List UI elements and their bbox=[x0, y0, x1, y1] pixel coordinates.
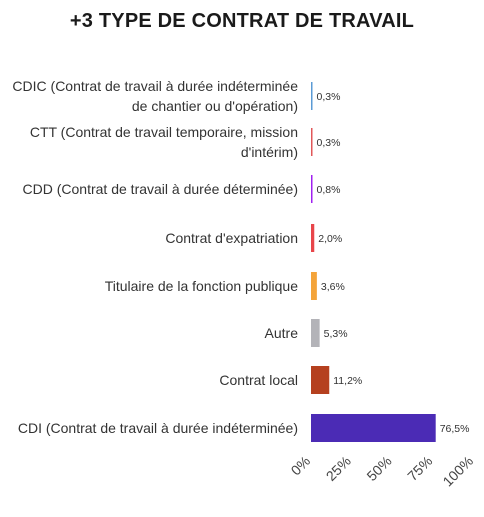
bars-layer bbox=[311, 82, 436, 442]
x-axis: 0% 25% 50% 75% 100% bbox=[287, 453, 476, 490]
category-label: d'intérim) bbox=[241, 144, 298, 160]
category-label: Contrat local bbox=[219, 372, 298, 388]
value-label: 2,0% bbox=[318, 233, 342, 245]
value-label: 3,6% bbox=[321, 281, 345, 293]
bar bbox=[311, 224, 315, 252]
value-label: 0,3% bbox=[317, 137, 341, 149]
category-label: CTT (Contrat de travail temporaire, miss… bbox=[30, 124, 298, 140]
bar bbox=[311, 82, 313, 110]
x-tick-label: 100% bbox=[439, 453, 476, 490]
category-label: Titulaire de la fonction publique bbox=[105, 278, 298, 294]
value-label: 0,8% bbox=[317, 184, 341, 196]
value-label: 11,2% bbox=[333, 375, 362, 387]
value-label: 0,3% bbox=[317, 91, 341, 103]
value-label: 76,5% bbox=[440, 423, 470, 435]
bar bbox=[311, 272, 317, 300]
x-tick-label: 25% bbox=[323, 453, 354, 484]
category-label: CDI (Contrat de travail à durée indéterm… bbox=[18, 420, 298, 436]
x-tick-label: 0% bbox=[287, 453, 313, 479]
category-label: CDIC (Contrat de travail à durée indéter… bbox=[12, 78, 298, 94]
bar bbox=[311, 128, 313, 156]
chart-title: +3 TYPE DE CONTRAT DE TRAVAIL bbox=[69, 10, 415, 32]
category-labels: CDIC (Contrat de travail à durée indéter… bbox=[12, 78, 298, 436]
bar bbox=[311, 319, 320, 347]
value-label: 5,3% bbox=[324, 328, 348, 340]
x-tick-label: 50% bbox=[363, 453, 394, 484]
bar bbox=[311, 414, 436, 442]
bar bbox=[311, 366, 330, 394]
value-labels: 0,3% 0,3% 0,8% 2,0% 3,6% 5,3% 11,2% 76,5% bbox=[317, 91, 470, 435]
category-label: de chantier ou d'opération) bbox=[132, 98, 298, 114]
category-label: CDD (Contrat de travail à durée détermin… bbox=[23, 181, 298, 197]
category-label: Contrat d'expatriation bbox=[165, 230, 298, 246]
category-label: Autre bbox=[265, 325, 299, 341]
bar bbox=[311, 175, 313, 203]
x-tick-label: 75% bbox=[404, 453, 435, 484]
